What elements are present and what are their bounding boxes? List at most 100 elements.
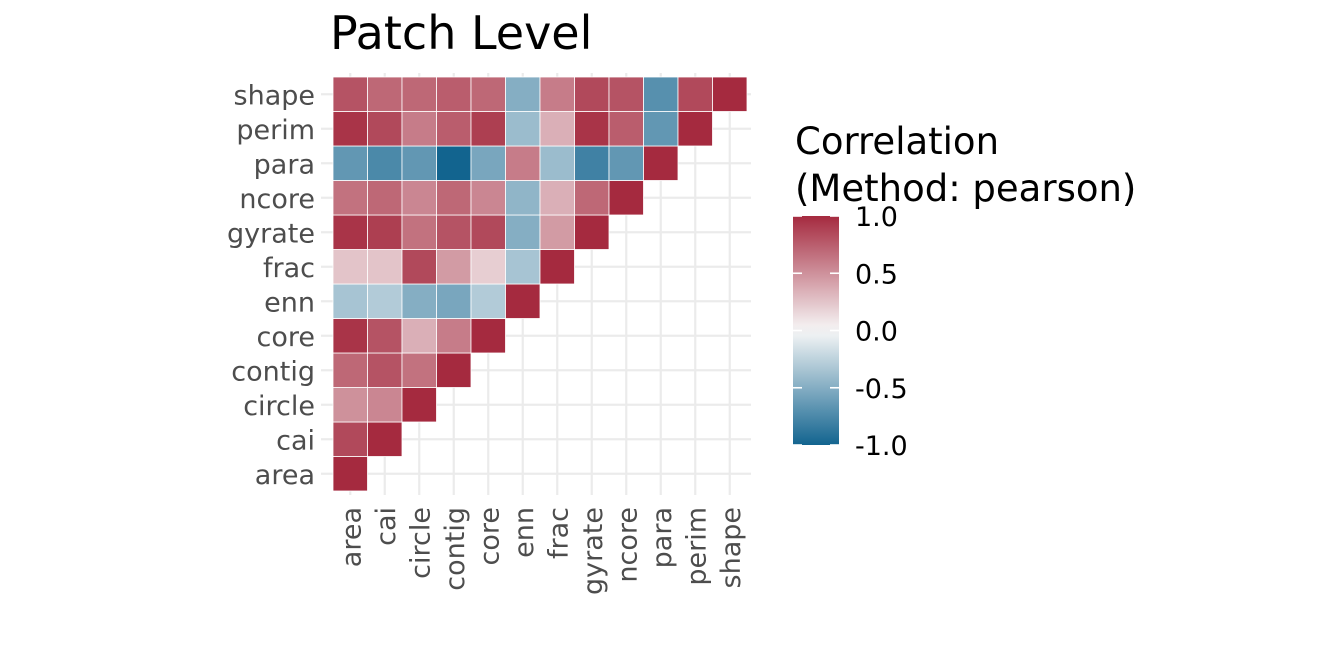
legend-title-line-1: Correlation	[795, 120, 1000, 163]
heatmap-cell-perim-perim	[677, 111, 713, 147]
heatmap-cell-cai-frac	[367, 249, 403, 285]
heatmap-cell-circle-frac	[401, 249, 437, 285]
heatmap-cell-contig-shape	[436, 76, 472, 112]
y-tick-label-perim: perim	[236, 115, 315, 146]
heatmap-cell-circle-circle	[401, 387, 437, 423]
heatmap-cell-core-core	[470, 318, 506, 354]
x-tick-label-frac: frac	[543, 507, 574, 559]
heatmap-cell-gyrate-para	[574, 145, 610, 181]
heatmap-cell-enn-frac	[505, 249, 541, 285]
heatmap-cell-circle-gyrate	[401, 214, 437, 250]
heatmap-cell-cai-ncore	[367, 180, 403, 216]
heatmap-cell-area-shape	[332, 76, 368, 112]
legend-tick-label: 0.0	[855, 317, 898, 348]
heatmap-cell-area-circle	[332, 387, 368, 423]
heatmap-cell-frac-gyrate	[539, 214, 575, 250]
heatmap-cell-shape-shape	[712, 76, 748, 112]
heatmap-cells	[332, 76, 748, 492]
heatmap-cell-circle-para	[401, 145, 437, 181]
legend-title: Correlation (Method: pearson)	[795, 118, 1136, 212]
heatmap-cell-core-perim	[470, 111, 506, 147]
heatmap-cell-contig-ncore	[436, 180, 472, 216]
y-tick-label-contig: contig	[231, 356, 315, 387]
heatmap-cell-enn-shape	[505, 76, 541, 112]
heatmap-cell-contig-core	[436, 318, 472, 354]
heatmap-cell-area-contig	[332, 352, 368, 388]
x-tick-label-perim: perim	[681, 507, 712, 586]
heatmap-cell-contig-gyrate	[436, 214, 472, 250]
x-tick-label-core: core	[474, 507, 505, 565]
heatmap-cell-para-perim	[643, 111, 679, 147]
heatmap-cell-ncore-shape	[608, 76, 644, 112]
heatmap-cell-area-para	[332, 145, 368, 181]
legend-tick-label: -1.0	[855, 431, 908, 462]
heatmap-cell-cai-enn	[367, 283, 403, 319]
heatmap-cell-perim-shape	[677, 76, 713, 112]
x-tick-label-area: area	[336, 507, 367, 567]
heatmap-cell-area-perim	[332, 111, 368, 147]
x-tick-label-cai: cai	[371, 507, 402, 546]
heatmap-cell-ncore-para	[608, 145, 644, 181]
heatmap-cell-para-shape	[643, 76, 679, 112]
heatmap-cell-contig-perim	[436, 111, 472, 147]
heatmap-cell-ncore-perim	[608, 111, 644, 147]
y-tick-label-shape: shape	[234, 80, 315, 111]
heatmap-cell-ncore-ncore	[608, 180, 644, 216]
heatmap-cell-core-ncore	[470, 180, 506, 216]
y-tick-label-para: para	[254, 149, 315, 180]
y-tick-label-enn: enn	[264, 287, 315, 318]
heatmap-cell-frac-para	[539, 145, 575, 181]
heatmap-cell-area-cai	[332, 421, 368, 457]
heatmap-cell-cai-cai	[367, 421, 403, 457]
x-tick-label-gyrate: gyrate	[578, 507, 609, 595]
heatmap-cell-area-core	[332, 318, 368, 354]
heatmap-cell-enn-ncore	[505, 180, 541, 216]
heatmap-cell-gyrate-perim	[574, 111, 610, 147]
heatmap-cell-area-frac	[332, 249, 368, 285]
x-tick-label-circle: circle	[405, 507, 436, 579]
heatmap-cell-circle-shape	[401, 76, 437, 112]
chart-title: Patch Level	[330, 6, 593, 60]
legend-tick-label: -0.5	[855, 374, 908, 405]
legend-tick-label: 0.5	[855, 259, 898, 290]
heatmap-cell-area-area	[332, 456, 368, 492]
heatmap-cell-gyrate-shape	[574, 76, 610, 112]
heatmap-cell-frac-frac	[539, 249, 575, 285]
heatmap-cell-circle-core	[401, 318, 437, 354]
y-tick-label-frac: frac	[263, 253, 315, 284]
heatmap-cell-frac-ncore	[539, 180, 575, 216]
y-tick-label-core: core	[257, 322, 315, 353]
y-tick-label-area: area	[255, 460, 315, 491]
heatmap-cell-enn-perim	[505, 111, 541, 147]
heatmap-cell-core-gyrate	[470, 214, 506, 250]
heatmap-cell-core-enn	[470, 283, 506, 319]
heatmap-cell-enn-enn	[505, 283, 541, 319]
heatmap-cell-core-para	[470, 145, 506, 181]
heatmap-cell-contig-enn	[436, 283, 472, 319]
heatmap-cell-contig-contig	[436, 352, 472, 388]
x-tick-label-para: para	[647, 507, 678, 568]
heatmap-cell-circle-contig	[401, 352, 437, 388]
heatmap-cell-frac-shape	[539, 76, 575, 112]
y-tick-label-cai: cai	[276, 425, 315, 456]
heatmap-cell-enn-gyrate	[505, 214, 541, 250]
y-tick-label-gyrate: gyrate	[227, 218, 315, 249]
heatmap-cell-cai-para	[367, 145, 403, 181]
heatmap-cell-cai-circle	[367, 387, 403, 423]
heatmap-cell-gyrate-ncore	[574, 180, 610, 216]
heatmap-cell-cai-shape	[367, 76, 403, 112]
heatmap-cell-para-para	[643, 145, 679, 181]
heatmap-cell-enn-para	[505, 145, 541, 181]
x-tick-label-shape: shape	[716, 507, 747, 588]
heatmap-cell-circle-ncore	[401, 180, 437, 216]
heatmap-cell-cai-core	[367, 318, 403, 354]
heatmap-cell-cai-perim	[367, 111, 403, 147]
heatmap-cell-contig-frac	[436, 249, 472, 285]
heatmap-cell-core-frac	[470, 249, 506, 285]
heatmap-cell-cai-gyrate	[367, 214, 403, 250]
x-tick-label-enn: enn	[509, 507, 540, 558]
heatmap-cell-circle-perim	[401, 111, 437, 147]
heatmap-cell-frac-perim	[539, 111, 575, 147]
